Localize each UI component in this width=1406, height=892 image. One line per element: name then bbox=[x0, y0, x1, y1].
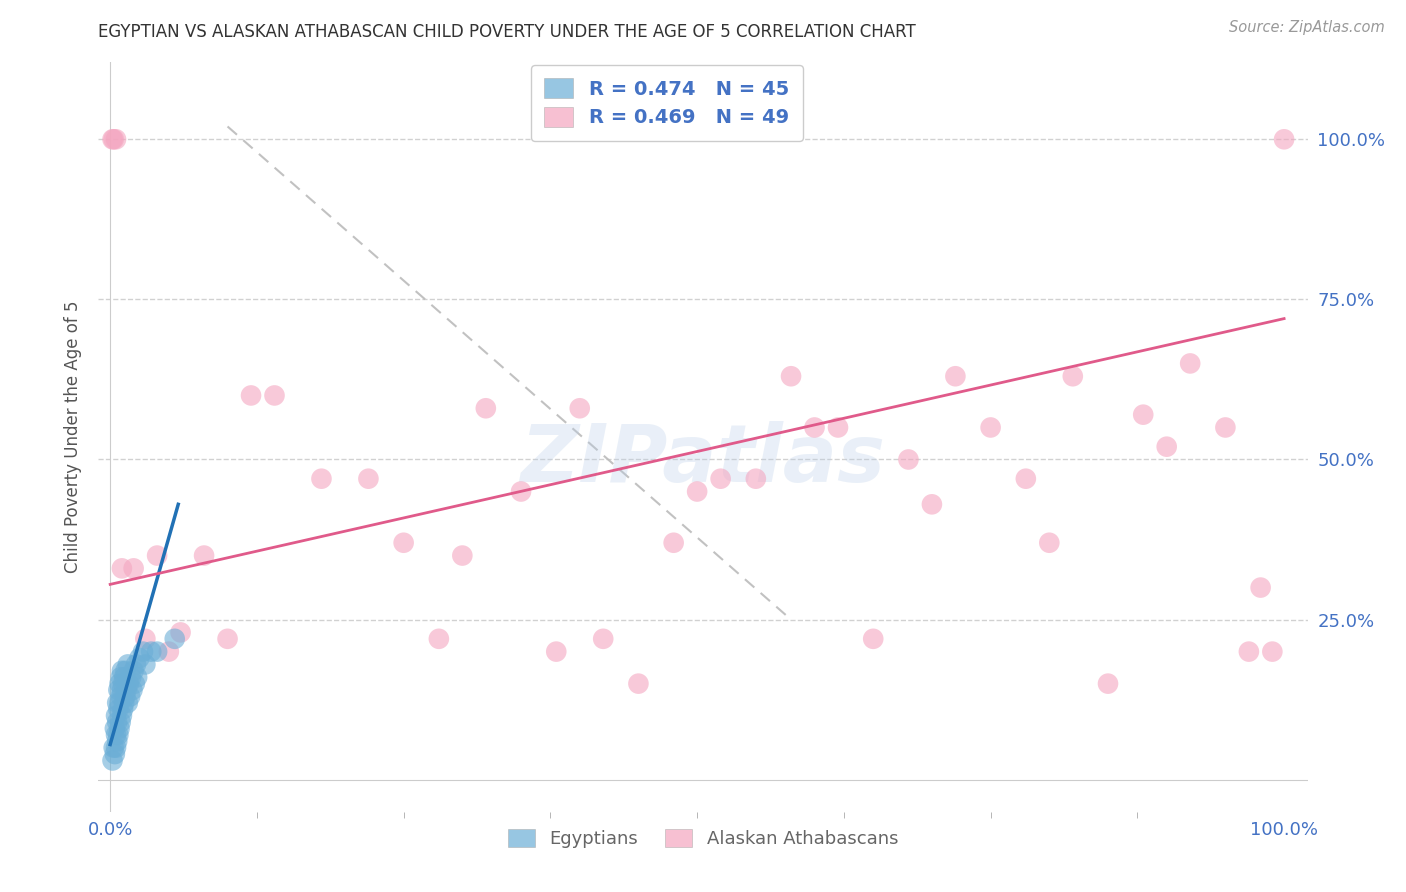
Point bbox=[108, 696, 131, 710]
Point bbox=[108, 722, 131, 736]
Point bbox=[141, 645, 163, 659]
Point bbox=[112, 670, 135, 684]
Point bbox=[125, 657, 148, 672]
Point bbox=[107, 728, 129, 742]
Point bbox=[921, 497, 943, 511]
Point bbox=[101, 754, 124, 768]
Point bbox=[627, 676, 650, 690]
Point bbox=[1015, 472, 1038, 486]
Point bbox=[115, 683, 138, 698]
Point bbox=[108, 676, 131, 690]
Point bbox=[120, 670, 142, 684]
Point bbox=[427, 632, 450, 646]
Point bbox=[745, 472, 768, 486]
Point bbox=[1132, 408, 1154, 422]
Point bbox=[104, 722, 127, 736]
Point bbox=[710, 472, 733, 486]
Point bbox=[193, 549, 215, 563]
Point bbox=[112, 676, 135, 690]
Y-axis label: Child Poverty Under the Age of 5: Child Poverty Under the Age of 5 bbox=[63, 301, 82, 574]
Text: ZIPatlas: ZIPatlas bbox=[520, 420, 886, 499]
Point bbox=[111, 683, 134, 698]
Point bbox=[803, 420, 825, 434]
Point bbox=[105, 728, 128, 742]
Point bbox=[1261, 645, 1284, 659]
Point bbox=[110, 670, 132, 684]
Point bbox=[1156, 440, 1178, 454]
Point bbox=[146, 645, 169, 659]
Point bbox=[122, 664, 145, 678]
Point bbox=[117, 657, 139, 672]
Legend: Egyptians, Alaskan Athabascans: Egyptians, Alaskan Athabascans bbox=[501, 822, 905, 855]
Point bbox=[132, 645, 155, 659]
Point bbox=[1097, 676, 1119, 690]
Point bbox=[127, 670, 149, 684]
Point bbox=[128, 651, 150, 665]
Text: Source: ZipAtlas.com: Source: ZipAtlas.com bbox=[1229, 20, 1385, 35]
Point bbox=[118, 676, 141, 690]
Point bbox=[124, 676, 146, 690]
Point bbox=[1272, 132, 1295, 146]
Point bbox=[105, 734, 128, 748]
Point bbox=[103, 132, 125, 146]
Point bbox=[510, 484, 533, 499]
Point bbox=[110, 714, 132, 729]
Point bbox=[897, 452, 920, 467]
Point bbox=[104, 747, 127, 761]
Point bbox=[1215, 420, 1237, 434]
Point bbox=[475, 401, 498, 416]
Point bbox=[120, 690, 142, 704]
Point bbox=[862, 632, 884, 646]
Point bbox=[1250, 581, 1272, 595]
Point bbox=[134, 657, 156, 672]
Text: EGYPTIAN VS ALASKAN ATHABASCAN CHILD POVERTY UNDER THE AGE OF 5 CORRELATION CHAR: EGYPTIAN VS ALASKAN ATHABASCAN CHILD POV… bbox=[98, 23, 917, 41]
Point bbox=[117, 696, 139, 710]
Point bbox=[945, 369, 967, 384]
Point bbox=[169, 625, 191, 640]
Point bbox=[592, 632, 614, 646]
Point bbox=[122, 561, 145, 575]
Point bbox=[1237, 645, 1260, 659]
Point bbox=[111, 561, 134, 575]
Point bbox=[451, 549, 474, 563]
Point bbox=[111, 664, 134, 678]
Point bbox=[157, 645, 180, 659]
Point bbox=[117, 676, 139, 690]
Point bbox=[121, 683, 143, 698]
Point bbox=[107, 702, 129, 716]
Point bbox=[1038, 535, 1060, 549]
Point bbox=[146, 549, 169, 563]
Point bbox=[240, 388, 263, 402]
Point bbox=[662, 535, 685, 549]
Point bbox=[110, 690, 132, 704]
Point bbox=[114, 664, 136, 678]
Point bbox=[980, 420, 1002, 434]
Point bbox=[1180, 356, 1202, 370]
Point bbox=[105, 740, 128, 755]
Point bbox=[105, 714, 128, 729]
Point bbox=[217, 632, 239, 646]
Point bbox=[134, 632, 156, 646]
Point bbox=[827, 420, 849, 434]
Point bbox=[163, 632, 186, 646]
Point bbox=[392, 535, 415, 549]
Point bbox=[112, 702, 135, 716]
Point bbox=[101, 132, 124, 146]
Point bbox=[112, 696, 135, 710]
Point bbox=[105, 696, 128, 710]
Point bbox=[263, 388, 285, 402]
Point bbox=[107, 683, 129, 698]
Point bbox=[105, 708, 128, 723]
Point bbox=[780, 369, 803, 384]
Point bbox=[103, 740, 125, 755]
Point bbox=[111, 708, 134, 723]
Point bbox=[546, 645, 568, 659]
Point bbox=[357, 472, 380, 486]
Point bbox=[114, 690, 136, 704]
Point bbox=[311, 472, 333, 486]
Point bbox=[1062, 369, 1084, 384]
Point bbox=[105, 132, 128, 146]
Point bbox=[686, 484, 709, 499]
Point bbox=[568, 401, 591, 416]
